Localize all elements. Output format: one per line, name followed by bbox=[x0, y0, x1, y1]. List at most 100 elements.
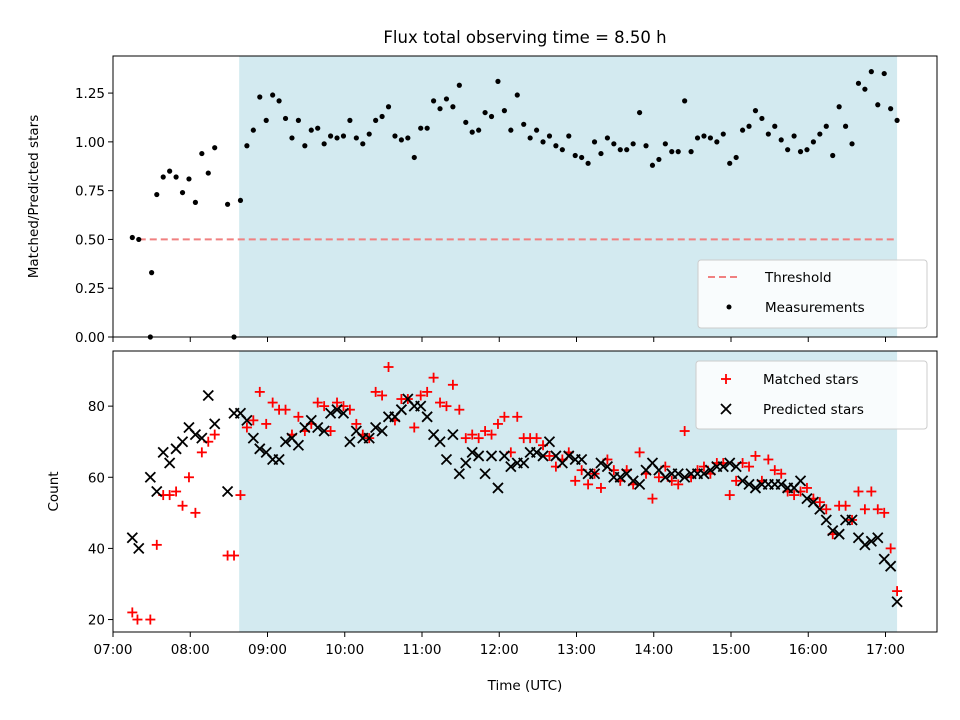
cross-stroke bbox=[395, 404, 408, 416]
matched-star-point bbox=[480, 426, 491, 437]
measurement-point bbox=[791, 133, 797, 139]
cross-stroke bbox=[505, 460, 517, 473]
measurement-point bbox=[450, 104, 456, 110]
time-x-tick-label: 17:00 bbox=[866, 642, 905, 658]
cross-stroke bbox=[614, 471, 626, 483]
ratio-legend-box bbox=[697, 259, 928, 329]
predicted-star-point bbox=[872, 532, 884, 544]
measurement-point bbox=[566, 133, 572, 139]
measurement-point bbox=[186, 176, 192, 182]
matched-star-point bbox=[499, 411, 510, 422]
matched-star-point bbox=[177, 500, 188, 511]
measurement-point bbox=[149, 270, 155, 276]
matched-star-point bbox=[127, 607, 138, 618]
count-y-axis-label: Count bbox=[46, 471, 62, 511]
ratio-y-tick-label: 1.00 bbox=[75, 135, 105, 151]
matched-star-point bbox=[325, 426, 336, 437]
measurement-point bbox=[334, 135, 340, 141]
measurement-point bbox=[546, 133, 553, 139]
ratio-axes-frame bbox=[112, 55, 938, 338]
measurement-point bbox=[694, 135, 701, 141]
predicted-star-point bbox=[440, 453, 453, 466]
cross-stroke bbox=[827, 524, 839, 537]
predicted-star-point bbox=[775, 478, 787, 491]
cross-stroke bbox=[820, 514, 832, 526]
predicted-star-point bbox=[466, 446, 478, 459]
matched-star-point bbox=[190, 507, 201, 518]
measurement-point bbox=[418, 125, 424, 131]
cross-stroke bbox=[601, 460, 614, 473]
cross-stroke bbox=[730, 460, 742, 473]
measurement-point bbox=[373, 117, 379, 123]
measurement-point bbox=[817, 131, 823, 137]
cross-stroke bbox=[234, 407, 247, 419]
predicted-star-point bbox=[292, 439, 305, 451]
predicted-star-point bbox=[633, 478, 646, 491]
time-x-tick-label: 13:00 bbox=[557, 642, 596, 658]
cross-stroke bbox=[415, 400, 427, 412]
cross-stroke bbox=[133, 542, 145, 555]
predicted-star-point bbox=[885, 560, 897, 572]
matched-star-point bbox=[763, 454, 774, 465]
measurement-point bbox=[289, 135, 295, 141]
measurement-point bbox=[385, 104, 392, 110]
cross-stroke bbox=[621, 468, 633, 480]
measurement-point bbox=[501, 108, 507, 114]
measurement-point bbox=[398, 137, 404, 143]
matched-star-point bbox=[332, 397, 343, 408]
measurement-point bbox=[611, 141, 617, 147]
measurement-point bbox=[649, 162, 656, 168]
matched-star-point bbox=[454, 404, 465, 415]
cross-stroke bbox=[646, 457, 659, 469]
cross-stroke bbox=[189, 428, 202, 441]
predicted-star-point bbox=[157, 446, 169, 459]
cross-stroke bbox=[144, 471, 156, 483]
matched-star-point bbox=[383, 362, 394, 373]
measurement-point bbox=[360, 141, 366, 147]
cross-stroke bbox=[479, 468, 491, 480]
measurement-point bbox=[424, 125, 430, 131]
cross-stroke bbox=[157, 446, 169, 459]
predicted-star-point bbox=[447, 428, 459, 441]
measurement-point bbox=[405, 135, 411, 141]
matched-star-point bbox=[801, 482, 812, 493]
measurement-point bbox=[830, 152, 836, 159]
cross-stroke bbox=[576, 453, 588, 466]
cross-stroke bbox=[466, 446, 478, 459]
matched-star-point bbox=[673, 479, 684, 490]
predicted-star-point bbox=[724, 457, 736, 469]
predicted-star-point bbox=[537, 450, 549, 462]
measurement-point bbox=[379, 113, 385, 120]
measurement-point bbox=[321, 141, 327, 147]
measurement-point bbox=[591, 139, 598, 145]
matched-star-point bbox=[415, 390, 426, 401]
cross-stroke bbox=[550, 450, 562, 462]
matched-star-point bbox=[196, 447, 207, 458]
cross-stroke bbox=[260, 446, 272, 459]
predicted-star-point bbox=[492, 482, 504, 494]
measurement-point bbox=[173, 174, 179, 180]
time-x-tick-label: 16:00 bbox=[789, 642, 828, 658]
count-y-tick-label: 80 bbox=[88, 399, 105, 415]
time-x-tick-label: 09:00 bbox=[248, 642, 287, 658]
legend-predicted-swatch bbox=[720, 403, 732, 415]
measurement-point bbox=[868, 69, 874, 75]
matched-star-point bbox=[428, 372, 439, 383]
predicted-star-point bbox=[331, 404, 343, 416]
matched-star-point bbox=[280, 404, 291, 415]
cross-stroke bbox=[254, 443, 266, 455]
measurement-point bbox=[476, 127, 482, 133]
predicted-star-point bbox=[814, 503, 826, 515]
cross-stroke bbox=[164, 457, 176, 469]
measurements-series bbox=[129, 69, 900, 340]
predicted-star-point bbox=[318, 425, 330, 437]
matched-star-point bbox=[151, 539, 162, 550]
cross-stroke bbox=[717, 460, 729, 473]
matched-star-point bbox=[731, 475, 742, 486]
predicted-star-point bbox=[498, 450, 511, 462]
matched-star-point bbox=[866, 486, 877, 497]
matched-star-point bbox=[248, 415, 259, 426]
cross-stroke bbox=[530, 446, 543, 459]
cross-stroke bbox=[196, 432, 208, 444]
measurement-point bbox=[804, 147, 810, 153]
